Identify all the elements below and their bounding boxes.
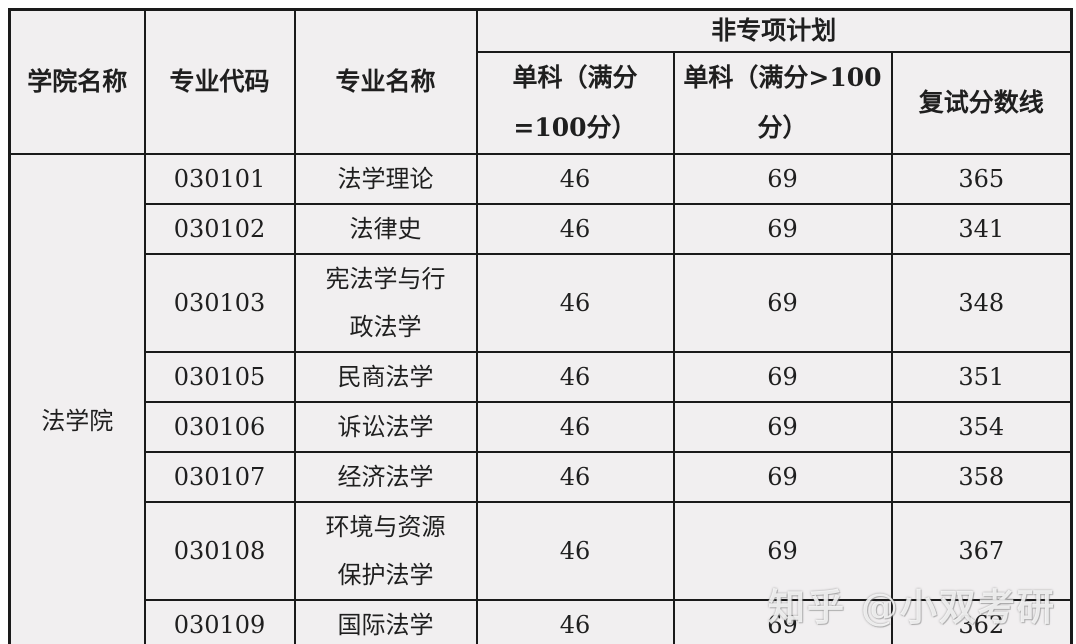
- major-name-cell: 宪法学与行 政法学: [293, 252, 478, 353]
- major-code-cell: 030105: [143, 350, 296, 403]
- major-code-cell: 030107: [143, 450, 296, 503]
- retest-cell: 362: [890, 598, 1073, 644]
- major-name-cell: 民商法学: [293, 350, 478, 403]
- major-name-cell: 法学理论: [293, 152, 478, 205]
- retest-cell: 341: [890, 202, 1073, 255]
- single-gt100-cell: 69: [672, 350, 893, 403]
- major-code-cell: 030103: [143, 252, 296, 353]
- retest-cell: 354: [890, 400, 1073, 453]
- single-gt100-cell: 69: [672, 500, 893, 601]
- table-row: 030105 民商法学 46 69 351: [10, 350, 1073, 403]
- major-name-cell: 国际法学: [293, 598, 478, 644]
- single-gt100-cell: 69: [672, 450, 893, 503]
- header-college: 学院名称: [8, 8, 146, 155]
- single-gt100-cell: 69: [672, 202, 893, 255]
- header-row-group: 学院名称 专业代码 专业名称 非专项计划: [8, 8, 1073, 155]
- table-row: 030108 环境与资源 保护法学 46 69 367: [10, 500, 1073, 601]
- single-gt100-cell: 69: [672, 152, 893, 205]
- single-eq100-cell: 46: [475, 350, 675, 403]
- header-major-code: 专业代码: [143, 8, 296, 155]
- admission-score-table: 学院名称 专业代码 专业名称 非专项计划 单科（满分 =100分） 单科（满分>…: [8, 8, 1073, 644]
- single-gt100-cell: 69: [672, 400, 893, 453]
- major-code-cell: 030108: [143, 500, 296, 601]
- header-single-eq100: 单科（满分 =100分）: [475, 50, 675, 155]
- retest-cell: 358: [890, 450, 1073, 503]
- single-gt100-cell: 69: [672, 252, 893, 353]
- single-eq100-cell: 46: [475, 450, 675, 503]
- single-eq100-cell: 46: [475, 252, 675, 353]
- header-major-name: 专业名称: [293, 8, 478, 155]
- major-name-cell: 环境与资源 保护法学: [293, 500, 478, 601]
- major-code-cell: 030106: [143, 400, 296, 453]
- single-eq100-cell: 46: [475, 202, 675, 255]
- single-gt100-cell: 69: [672, 598, 893, 644]
- table-row: 法学院 030101 法学理论 46 69 365: [8, 152, 1073, 644]
- major-name-cell: 诉讼法学: [293, 400, 478, 453]
- table-row: 030103 宪法学与行 政法学 46 69 348: [10, 252, 1073, 353]
- single-eq100-cell: 46: [475, 500, 675, 601]
- table-row: 030107 经济法学 46 69 358: [10, 450, 1073, 503]
- college-name-cell: 法学院: [8, 152, 146, 644]
- major-code-cell: 030101: [143, 152, 296, 205]
- retest-cell: 365: [890, 152, 1073, 205]
- single-eq100-cell: 46: [475, 152, 675, 205]
- table-row: 030106 诉讼法学 46 69 354: [10, 400, 1073, 453]
- retest-cell: 367: [890, 500, 1073, 601]
- header-group-non-special: 非专项计划: [475, 8, 1073, 53]
- major-code-cell: 030102: [143, 202, 296, 255]
- single-eq100-cell: 46: [475, 400, 675, 453]
- table-row: 030109 国际法学 46 69 362: [10, 598, 1073, 644]
- major-code-cell: 030109: [143, 598, 296, 644]
- retest-cell: 348: [890, 252, 1073, 353]
- major-name-cell: 法律史: [293, 202, 478, 255]
- table-row: 030102 法律史 46 69 341: [10, 202, 1073, 255]
- major-name-cell: 经济法学: [293, 450, 478, 503]
- header-row-sub: 单科（满分 =100分） 单科（满分>100 分） 复试分数线: [10, 50, 1073, 155]
- header-single-gt100: 单科（满分>100 分）: [672, 50, 893, 155]
- single-eq100-cell: 46: [475, 598, 675, 644]
- header-retest-line: 复试分数线: [890, 50, 1073, 155]
- retest-cell: 351: [890, 350, 1073, 403]
